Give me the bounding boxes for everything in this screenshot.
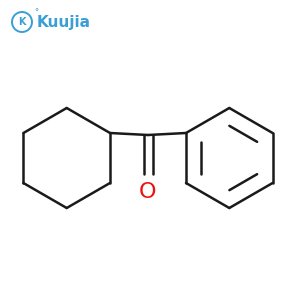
Text: O: O [139,182,157,202]
Text: Kuujia: Kuujia [37,14,91,29]
Text: K: K [18,17,26,27]
Text: °: ° [34,8,38,17]
